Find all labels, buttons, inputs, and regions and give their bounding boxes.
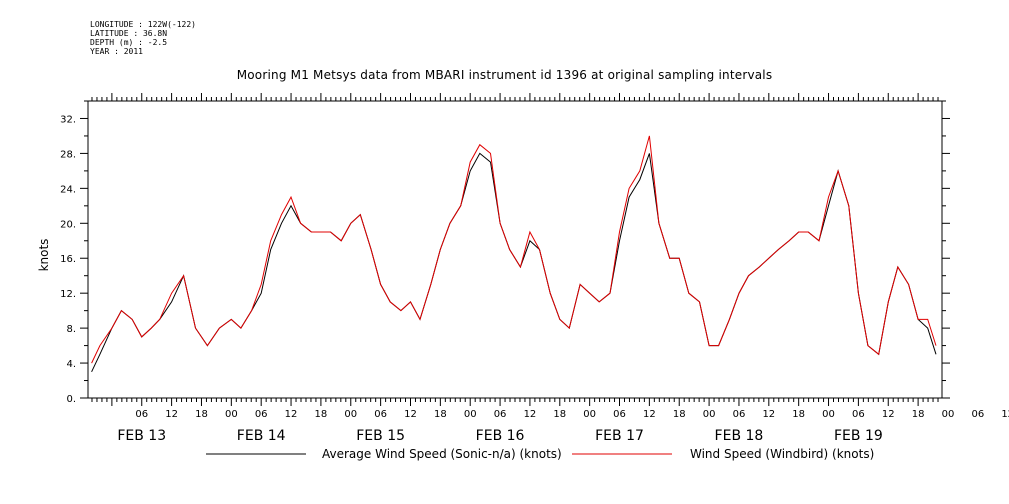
x-day-label: FEB 16 <box>476 428 525 444</box>
x-hour-label: 12 <box>165 409 178 420</box>
metadata-block: LONGITUDE : 122W(-122) LATITUDE : 36.8N … <box>90 20 196 56</box>
x-hour-label: 18 <box>315 409 328 420</box>
y-tick-label: 0. <box>66 394 76 405</box>
series-line-windbird <box>91 135 937 364</box>
chart-title: Mooring M1 Metsys data from MBARI instru… <box>236 68 773 82</box>
x-day-label: FEB 14 <box>237 428 286 444</box>
data-series <box>91 135 937 373</box>
x-hour-label: 00 <box>225 409 238 420</box>
series-line-sonic <box>91 152 937 373</box>
depth-text: DEPTH (m) : -2.5 <box>90 38 168 47</box>
x-hour-label: 18 <box>553 409 566 420</box>
longitude-text: LONGITUDE : 122W(-122) <box>90 20 196 29</box>
x-hour-label: 18 <box>434 409 447 420</box>
year-text: YEAR : 2011 <box>90 47 143 56</box>
x-hour-label: 00 <box>822 409 835 420</box>
y-tick-labels: 0. 4. 8. 12. 16. 20. 24. 28. 32. <box>60 114 76 405</box>
x-hour-label: 12 <box>524 409 537 420</box>
y-tick-label: 16. <box>60 254 76 265</box>
plot-frame <box>87 100 943 399</box>
x-day-label: FEB 13 <box>117 428 166 444</box>
x-hour-label: 18 <box>912 409 925 420</box>
x-hour-label: 12 <box>1001 409 1009 420</box>
x-hour-label: 00 <box>703 409 716 420</box>
x-hour-label: 06 <box>852 409 865 420</box>
x-hour-label: 06 <box>733 409 746 420</box>
legend-label-sonic: Average Wind Speed (Sonic-n/a) (knots) <box>322 447 562 461</box>
x-hour-label: 12 <box>762 409 775 420</box>
y-tick-label: 28. <box>60 149 76 160</box>
x-hour-label: 18 <box>195 409 208 420</box>
x-hour-label: 12 <box>882 409 895 420</box>
x-hour-label: 18 <box>792 409 805 420</box>
x-hour-label: 06 <box>374 409 387 420</box>
legend-label-windbird: Wind Speed (Windbird) (knots) <box>690 447 874 461</box>
y-tick-label: 24. <box>60 184 76 195</box>
x-hour-label: 00 <box>942 409 955 420</box>
y-tick-label: 32. <box>60 114 76 125</box>
x-hour-label: 06 <box>494 409 507 420</box>
x-hour-label: 00 <box>583 409 596 420</box>
x-hour-label: 06 <box>971 409 984 420</box>
x-hour-label: 00 <box>464 409 477 420</box>
y-axis-label: knots <box>37 239 51 272</box>
x-hour-label: 06 <box>255 409 268 420</box>
x-day-label: FEB 17 <box>595 428 644 444</box>
x-day-label: FEB 19 <box>834 428 883 444</box>
x-tick-labels: 06 12 18 00 06 12 18 00 06 12 18 00 06 12 18 00 06 12 18 00… <box>117 409 1009 444</box>
y-tick-label: 20. <box>60 219 76 230</box>
x-day-label: FEB 15 <box>356 428 405 444</box>
chart-axes <box>80 93 950 406</box>
x-hour-label: 12 <box>285 409 298 420</box>
x-hour-label: 00 <box>344 409 357 420</box>
y-tick-label: 4. <box>66 359 76 370</box>
x-hour-label: 06 <box>135 409 148 420</box>
y-tick-label: 12. <box>60 289 76 300</box>
x-hour-label: 12 <box>404 409 417 420</box>
x-hour-label: 18 <box>673 409 686 420</box>
x-hour-label: 12 <box>643 409 656 420</box>
x-hour-label: 06 <box>613 409 626 420</box>
legend: Average Wind Speed (Sonic-n/a) (knots) W… <box>206 447 874 461</box>
x-day-label: FEB 18 <box>715 428 764 444</box>
latitude-text: LATITUDE : 36.8N <box>90 29 168 38</box>
y-tick-label: 8. <box>66 324 76 335</box>
